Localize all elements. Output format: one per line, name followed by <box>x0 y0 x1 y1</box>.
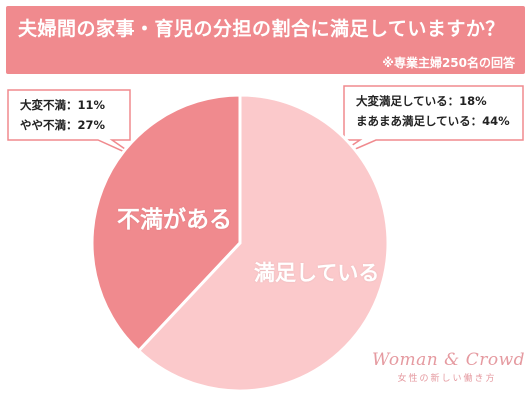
callout-satisfied: 大変満足している：18% まあまあ満足している：44% <box>346 88 520 133</box>
callout-item-somewhat-satisfied: まあまあ満足している：44% <box>356 114 510 128</box>
brand-tagline: 女性の新しい働き方 <box>397 374 497 384</box>
brand-name: Woman & Crowd <box>372 350 526 370</box>
slice-label-satisfied: 満足している <box>254 261 380 285</box>
pie-slice-satisfied <box>136 93 390 393</box>
slice-label-dissatisfied: 不満がある <box>117 207 232 233</box>
pie-slice-dissatisfied <box>90 93 242 354</box>
callout-item-very-dissatisfied: 大変不満：11% <box>20 98 106 112</box>
pie-slices <box>90 93 390 393</box>
callout-dissatisfied: 大変不満：11% やや不満：27% <box>10 92 116 136</box>
page-title: 夫婦間の家事・育児の分担の割合に満足していますか？ <box>18 18 505 40</box>
callout-item-somewhat-dissatisfied: やや不満：27% <box>20 118 106 132</box>
callout-item-very-satisfied: 大変満足している：18% <box>356 94 487 108</box>
page-subtitle: ※専業主婦250名の回答 <box>382 56 515 70</box>
brand-logo: Woman & Crowd 女性の新しい働き方 <box>372 350 526 384</box>
header-banner: 夫婦間の家事・育児の分担の割合に満足していますか？ ※専業主婦250名の回答 <box>6 6 525 74</box>
